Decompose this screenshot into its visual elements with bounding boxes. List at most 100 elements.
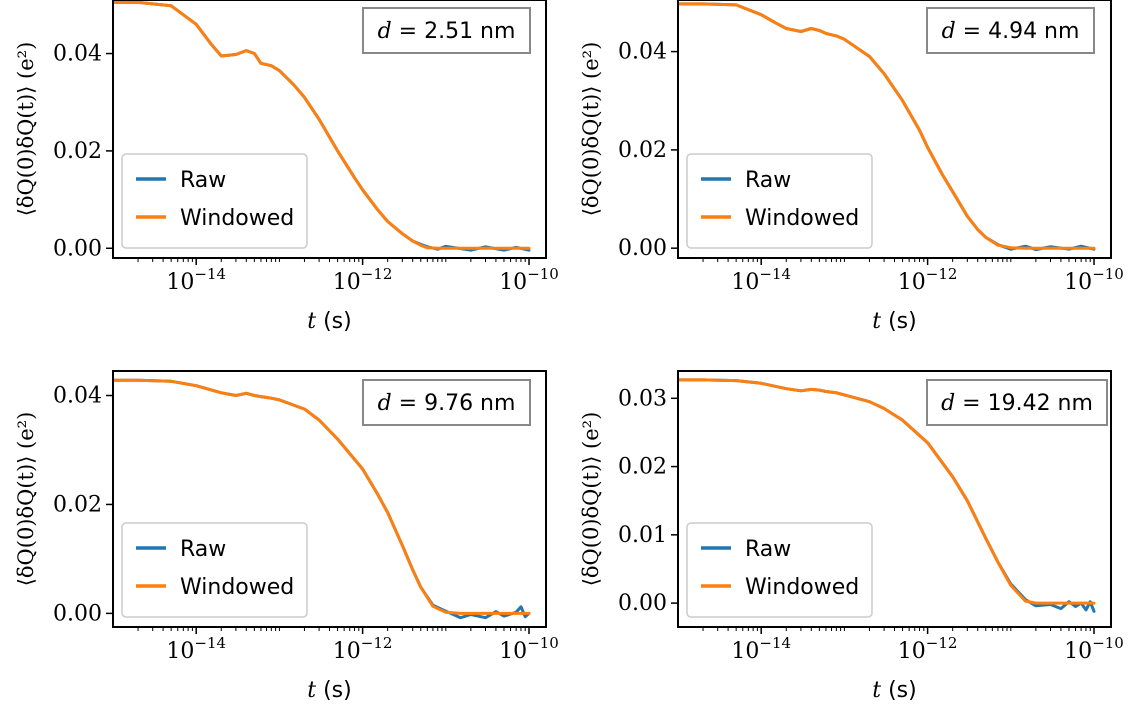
annotation-equals: = [392,391,424,416]
x-axis-unit: (s) [881,309,917,334]
y-tick-label: 0.02 [53,139,102,164]
x-tick-base: 10 [898,270,926,295]
chart-panel-3: 10−14 10−12 10−100.000.020.04t (s)⟨δQ(0)δQ… [14,370,559,703]
legend: Raw Windowed [121,522,308,618]
legend: Raw Windowed [686,153,873,249]
y-tick-label: 0.04 [53,42,102,67]
series-line-windowed [678,378,1096,605]
legend-label-windowed: Windowed [180,206,294,231]
y-tick-label: 0.04 [618,40,667,65]
x-tick-exponent: −10 [1092,634,1124,652]
y-tick-label: 0.02 [53,492,102,517]
chart-panel-2: 10−14 10−12 10−100.000.020.04t (s)⟨δQ(0)δQ… [579,0,1124,334]
x-tick-exponent: −14 [759,634,791,652]
x-tick-base: 10 [731,639,759,664]
x-axis-variable: t [872,309,881,334]
x-tick-base: 10 [1064,270,1092,295]
legend-frame [686,153,873,249]
x-tick-exponent: −14 [759,265,791,283]
x-tick-exponent: −10 [527,265,559,283]
annotation-label: d = 9.76 nm [378,391,516,416]
x-axis-unit: (s) [881,678,917,703]
legend-label-raw: Raw [745,537,791,562]
y-tick-label: 0.00 [618,236,667,261]
x-tick-label: 10−14 [731,634,791,664]
x-tick-exponent: −10 [1092,265,1124,283]
annotation-equals: = [955,391,987,416]
x-tick-label: 10−10 [499,634,559,664]
x-axis-unit: (s) [316,678,352,703]
annotation-label: d = 4.94 nm [942,19,1080,44]
y-axis-label: ⟨δQ(0)δQ(t)⟩ (e²) [14,412,38,587]
legend-label-windowed: Windowed [745,575,859,600]
annotation-equals: = [392,19,424,44]
annotation-box [926,379,1108,426]
series-line-windowed [113,378,531,615]
x-tick-exponent: −12 [926,265,958,283]
x-tick-base: 10 [499,270,527,295]
x-axis-label: t (s) [872,678,916,703]
x-tick-label: 10−10 [1064,265,1124,295]
x-tick-base: 10 [166,270,194,295]
y-tick-label: 0.00 [618,591,667,616]
series-line-windowed [678,2,1096,250]
legend-frame [121,153,308,249]
annotation-box [362,7,531,54]
x-tick-base: 10 [731,270,759,295]
y-tick-label: 0.02 [618,138,667,163]
annotation-label: d = 2.51 nm [378,19,516,44]
x-tick-exponent: −12 [361,265,393,283]
legend-frame [121,522,308,618]
y-tick-label: 0.02 [618,455,667,480]
y-tick-label: 0.00 [53,236,102,261]
x-tick-base: 10 [333,270,361,295]
y-axis-label: ⟨δQ(0)δQ(t)⟩ (e²) [579,42,603,217]
annotation-value: 2.51 nm [424,19,515,44]
x-tick-base: 10 [166,639,194,664]
x-axis-label: t (s) [307,678,351,703]
x-axis-unit: (s) [316,309,352,334]
y-axis-label: ⟨δQ(0)δQ(t)⟩ (e²) [579,412,603,587]
annotation-label: d = 19.42 nm [941,391,1093,416]
y-tick-label: 0.01 [618,523,667,548]
x-tick-label: 10−12 [898,265,958,295]
annotation-equals: = [956,19,988,44]
y-tick-label: 0.03 [618,386,667,411]
chart-panel-4: 10−14 10−12 10−100.000.010.020.03t (s)⟨δQ(… [579,370,1124,703]
x-tick-exponent: −10 [527,634,559,652]
x-axis-variable: t [307,309,316,334]
x-tick-exponent: −14 [194,265,226,283]
x-axis-variable: t [872,678,881,703]
y-tick-label: 0.00 [53,601,102,626]
x-tick-base: 10 [333,639,361,664]
legend-label-windowed: Windowed [180,575,294,600]
x-tick-base: 10 [898,639,926,664]
annotation-value: 9.76 nm [424,391,515,416]
x-tick-exponent: −12 [361,634,393,652]
y-tick-label: 0.04 [53,384,102,409]
annotation-box [926,7,1095,54]
x-tick-exponent: −14 [194,634,226,652]
x-tick-label: 10−14 [166,265,226,295]
legend-frame [686,522,873,618]
annotation-variable: d [942,19,956,44]
x-axis-variable: t [307,678,316,703]
x-tick-label: 10−12 [333,634,393,664]
legend: Raw Windowed [121,153,308,249]
annotation-variable: d [378,19,392,44]
legend-label-windowed: Windowed [745,206,859,231]
x-tick-label: 10−14 [166,634,226,664]
annotation-box [362,379,531,426]
x-axis-label: t (s) [307,309,351,334]
x-tick-label: 10−10 [499,265,559,295]
x-axis-label: t (s) [872,309,916,334]
annotation-value: 19.42 nm [988,391,1093,416]
legend: Raw Windowed [686,522,873,618]
series-line-windowed [113,0,531,250]
legend-label-raw: Raw [180,168,226,193]
chart-panel-1: 10−14 10−12 10−100.000.020.04t (s)⟨δQ(0)δQ… [14,0,559,334]
legend-label-raw: Raw [745,168,791,193]
legend-label-raw: Raw [180,537,226,562]
annotation-value: 4.94 nm [988,19,1079,44]
